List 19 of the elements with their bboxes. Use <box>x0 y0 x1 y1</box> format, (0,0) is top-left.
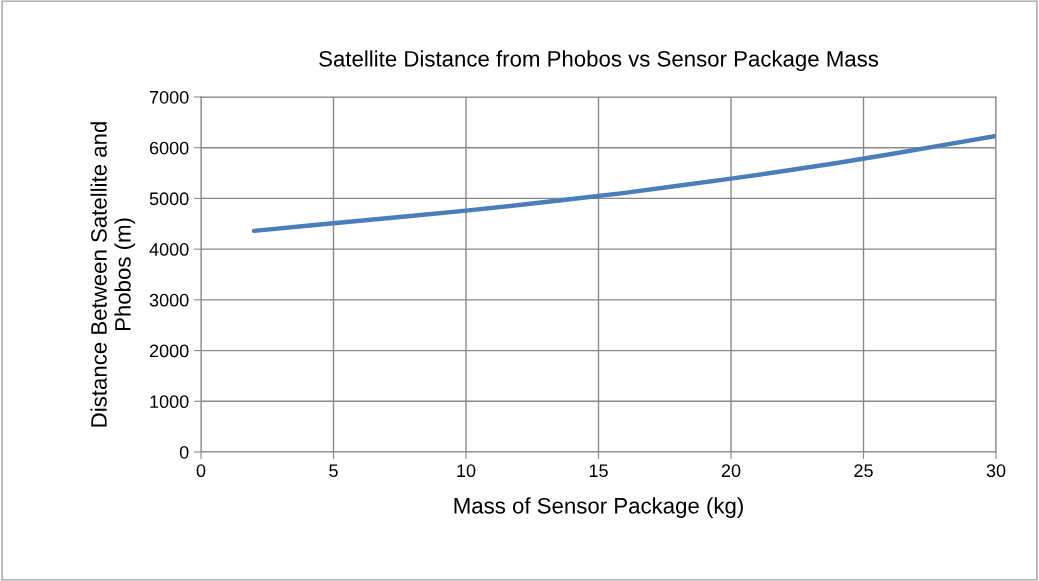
y-tick-label: 2000 <box>149 344 189 358</box>
y-tick-label: 3000 <box>149 293 189 307</box>
x-tick-label: 30 <box>986 464 1006 478</box>
y-tick-label: 7000 <box>149 90 189 104</box>
x-tick-label: 15 <box>589 464 608 478</box>
x-tick-label: 5 <box>329 464 338 478</box>
chart-title: Satellite Distance from Phobos vs Sensor Package Mass <box>319 50 879 72</box>
y-tick-label: 5000 <box>149 192 189 206</box>
line-series <box>251 133 996 234</box>
y-tick-label: 0 <box>179 445 189 459</box>
x-tick-label: 0 <box>196 464 206 478</box>
y-tick-label: 4000 <box>149 243 189 256</box>
x-tick-label: 25 <box>854 464 873 478</box>
y-axis-title: Distance Between Satellite and Phobos (m) <box>90 122 136 427</box>
x-tick-label: 10 <box>457 464 476 478</box>
y-tick-label: 6000 <box>149 141 189 155</box>
x-axis-title: Mass of Sensor Package (kg) <box>454 497 743 519</box>
x-tick-label: 20 <box>721 464 741 478</box>
y-tick-label: 1000 <box>150 395 189 409</box>
